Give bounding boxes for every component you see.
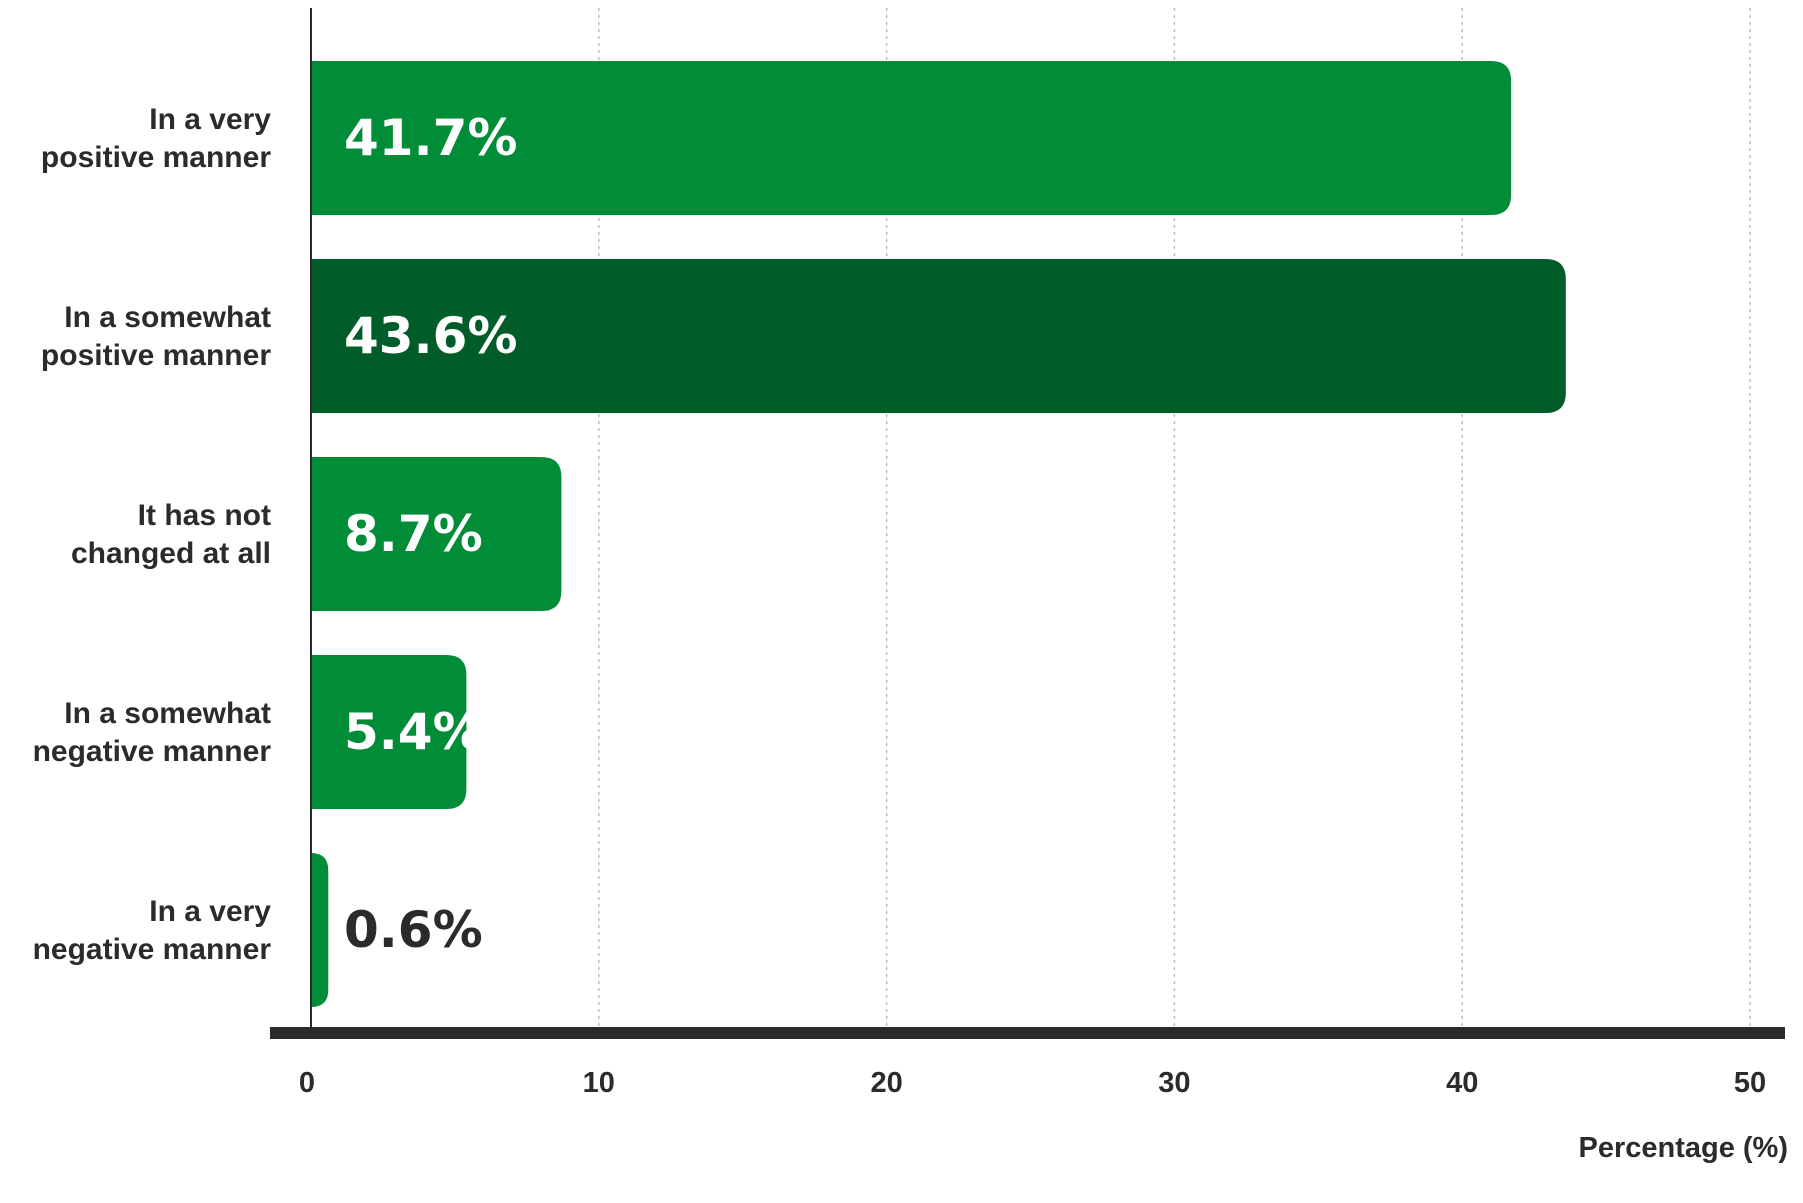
value-label-1: 41.7% bbox=[344, 109, 517, 167]
x-tick-label-20: 20 bbox=[870, 1067, 902, 1099]
x-tick-label-0: 0 bbox=[299, 1067, 315, 1099]
x-tick-label-50: 50 bbox=[1734, 1067, 1766, 1099]
category-label-4: In a somewhat negative manner bbox=[33, 697, 272, 768]
category-labels: In a very positive manner In a somewhat pos… bbox=[33, 103, 272, 966]
axes bbox=[270, 8, 1785, 1039]
x-tick-labels: 0 10 20 30 40 50 bbox=[299, 1067, 1766, 1099]
x-axis-line bbox=[270, 1027, 1785, 1039]
value-label-5: 0.6% bbox=[344, 901, 483, 959]
category-label-1: In a very positive manner bbox=[41, 103, 271, 174]
category-label-5: In a very negative manner bbox=[33, 895, 272, 966]
category-label-2: In a somewhat positive manner bbox=[41, 301, 271, 372]
value-labels: 41.7% 43.6% 8.7% 5.4% 0.6% bbox=[344, 109, 517, 959]
bar-2 bbox=[311, 259, 1566, 413]
bars bbox=[311, 61, 1566, 1007]
bar-4 bbox=[311, 655, 467, 809]
x-tick-label-10: 10 bbox=[583, 1067, 615, 1099]
bar-1 bbox=[311, 61, 1512, 215]
value-label-4: 5.4% bbox=[344, 703, 483, 761]
bar-5 bbox=[311, 853, 329, 1007]
value-label-2: 43.6% bbox=[344, 307, 517, 365]
category-label-3: It has not changed at all bbox=[71, 499, 271, 570]
value-label-3: 8.7% bbox=[344, 505, 483, 563]
x-tick-label-40: 40 bbox=[1446, 1067, 1478, 1099]
x-tick-label-30: 30 bbox=[1158, 1067, 1190, 1099]
bar-3 bbox=[311, 457, 562, 611]
x-axis-title: Percentage (%) bbox=[1578, 1132, 1788, 1164]
